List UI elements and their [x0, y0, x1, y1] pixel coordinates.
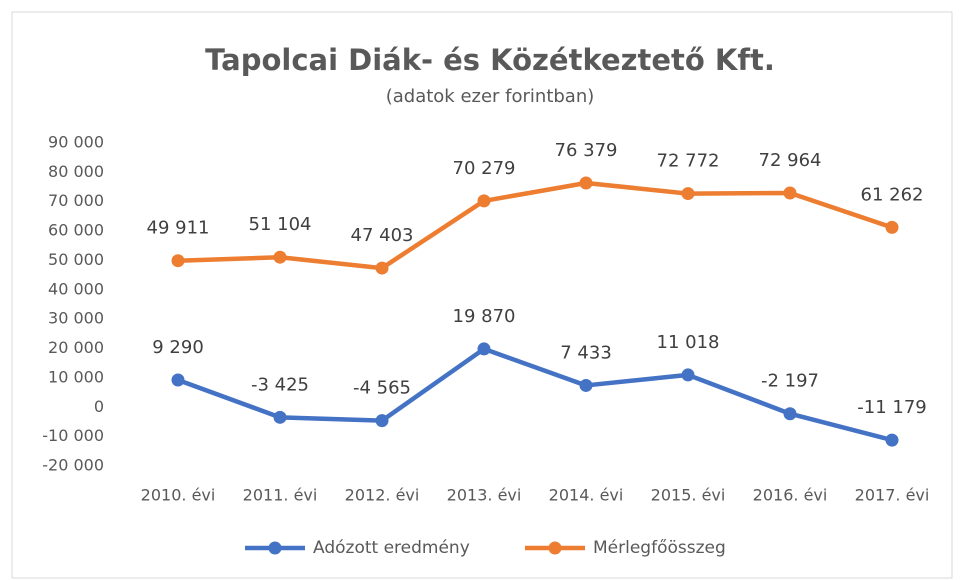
data-point — [171, 254, 185, 268]
data-point — [885, 220, 899, 234]
data-label: -2 197 — [761, 371, 819, 392]
x-tick-label: 2010. évi — [141, 486, 216, 505]
y-tick-label: 70 000 — [48, 191, 104, 210]
data-point — [885, 433, 899, 447]
data-label: 51 104 — [249, 214, 312, 235]
data-label: 70 279 — [453, 158, 516, 179]
chart-border — [11, 11, 953, 579]
y-tick-label: -20 000 — [42, 456, 104, 475]
y-tick-label: 10 000 — [48, 367, 104, 386]
series-line — [177, 180, 893, 271]
chart-subtitle: (adatok ezer forintban) — [386, 86, 595, 107]
y-tick-label: 60 000 — [48, 221, 104, 240]
data-point — [171, 373, 185, 387]
data-label: 47 403 — [351, 225, 414, 246]
x-tick-label: 2017. évi — [855, 486, 930, 505]
legend-label: Adózott eredmény — [313, 538, 470, 558]
data-label: 61 262 — [861, 184, 924, 205]
data-label: -11 179 — [857, 397, 926, 418]
data-point — [783, 186, 797, 200]
y-tick-label: 20 000 — [48, 338, 104, 357]
data-point — [681, 187, 695, 201]
y-tick-label: 0 — [94, 397, 104, 416]
data-label: -3 425 — [251, 374, 309, 395]
data-label: 49 911 — [147, 218, 210, 239]
data-point — [375, 414, 389, 428]
y-tick-label: 80 000 — [48, 162, 104, 181]
chart-title: Tapolcai Diák- és Közétkeztető Kft. — [205, 43, 775, 77]
data-point — [681, 368, 695, 382]
data-point — [273, 250, 287, 264]
x-tick-label: 2012. évi — [345, 486, 420, 505]
data-label: 11 018 — [657, 332, 720, 353]
x-tick-label: 2016. évi — [753, 486, 828, 505]
data-point — [273, 410, 287, 424]
y-tick-label: 40 000 — [48, 279, 104, 298]
series-line — [177, 346, 893, 443]
data-point — [783, 407, 797, 421]
legend-label: Mérlegfőösszeg — [593, 538, 726, 558]
y-tick-label: 90 000 — [48, 133, 104, 152]
data-point — [579, 176, 593, 190]
x-tick-label: 2011. évi — [243, 486, 318, 505]
data-label: 9 290 — [152, 337, 204, 358]
y-tick-label: -10 000 — [42, 426, 104, 445]
y-tick-label: 30 000 — [48, 309, 104, 328]
legend-marker — [268, 541, 282, 555]
legend-marker — [548, 541, 562, 555]
y-tick-label: 50 000 — [48, 250, 104, 269]
data-point — [579, 378, 593, 392]
data-label: 7 433 — [560, 342, 612, 363]
data-point — [375, 261, 389, 275]
x-tick-label: 2014. évi — [549, 486, 624, 505]
data-point — [477, 194, 491, 208]
data-label: 76 379 — [555, 140, 618, 161]
data-label: 72 964 — [759, 150, 822, 171]
data-point — [477, 342, 491, 356]
x-tick-label: 2013. évi — [447, 486, 522, 505]
data-label: 72 772 — [657, 151, 720, 172]
x-tick-label: 2015. évi — [651, 486, 726, 505]
data-label: -4 565 — [353, 378, 411, 399]
data-label: 19 870 — [453, 306, 516, 327]
